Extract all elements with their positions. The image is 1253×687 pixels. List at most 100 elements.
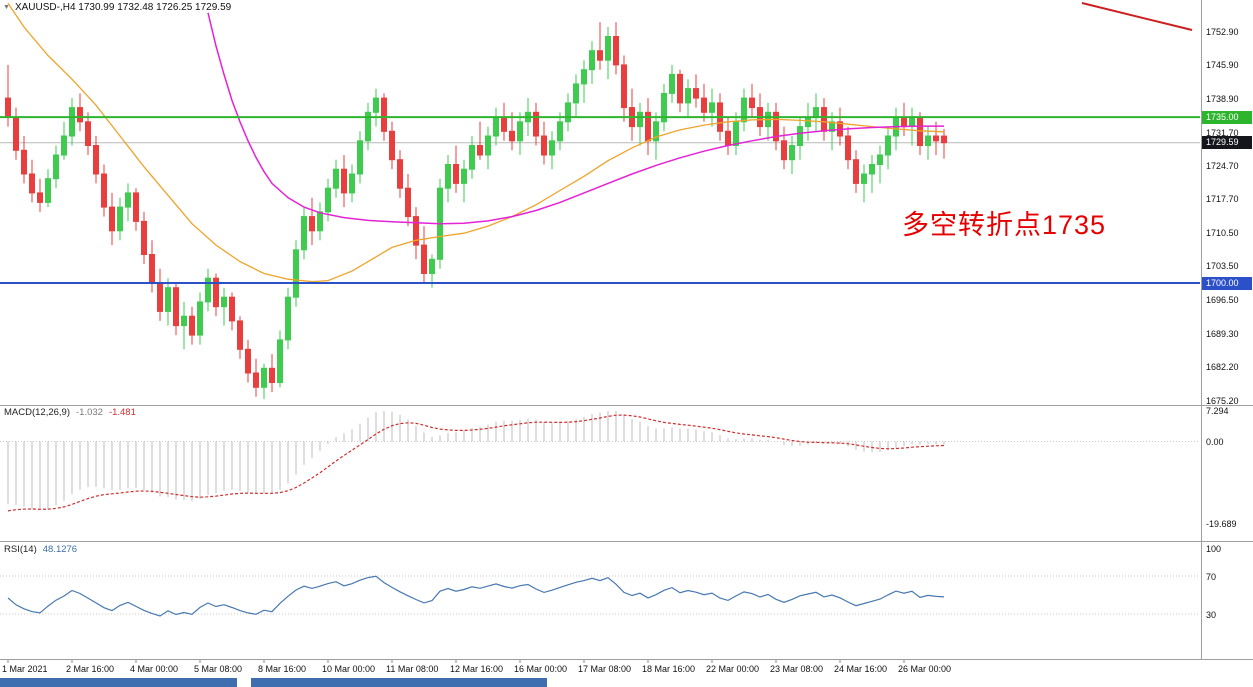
candle-body (165, 287, 171, 312)
rsi-axis-label: 70 (1206, 572, 1217, 582)
candle-body (365, 111, 371, 142)
taskbar-segment[interactable] (251, 678, 547, 687)
candle-body (117, 206, 123, 232)
candle-body (621, 64, 627, 109)
time-axis-label: 12 Mar 16:00 (450, 664, 504, 674)
candle-body (797, 126, 803, 146)
candle-body (533, 111, 539, 137)
time-axis-label: 26 Mar 00:00 (898, 664, 952, 674)
candle-body (317, 211, 323, 232)
candle-body (293, 249, 299, 298)
candle-body (741, 97, 747, 123)
macd-axis-label: 0.00 (1206, 436, 1224, 447)
time-axis-label: 17 Mar 08:00 (578, 664, 632, 674)
candle-body (725, 130, 731, 147)
taskbar-segment[interactable] (0, 678, 237, 687)
trendline[interactable] (1081, 2, 1193, 31)
candle-body (557, 121, 563, 142)
candle-body (269, 367, 275, 383)
candle-body (925, 135, 931, 146)
candle-body (709, 102, 715, 113)
candle-body (5, 97, 11, 118)
candle-body (397, 159, 403, 189)
candle-body (885, 135, 891, 156)
price-axis-label: 1682.20 (1206, 362, 1239, 373)
candle-body (573, 83, 579, 104)
candle-body (469, 145, 475, 170)
time-axis-label: 8 Mar 16:00 (258, 664, 307, 674)
candle-body (749, 97, 755, 109)
ma-fast-line (7, 2, 945, 283)
ma-slow-line (207, 12, 944, 225)
candle-body (733, 121, 739, 147)
candle-body (813, 107, 819, 118)
candle-body (141, 220, 147, 255)
candle-body (93, 145, 99, 175)
time-axis-label: 16 Mar 00:00 (514, 664, 568, 674)
rsi-line (7, 575, 945, 617)
candle-body (877, 154, 883, 165)
candle-body (453, 164, 459, 184)
candle-body (685, 88, 691, 104)
candle-body (405, 187, 411, 218)
candle-body (589, 50, 595, 71)
candle-body (581, 69, 587, 85)
candle-body (125, 192, 131, 208)
rsi-name: RSI(14) (4, 544, 37, 555)
price-axis-label: 1689.30 (1206, 328, 1239, 339)
candle-body (829, 121, 835, 132)
price-axis-label: 1738.90 (1206, 93, 1239, 104)
candle-body (37, 192, 43, 203)
candle-body (77, 107, 83, 123)
candle-body (869, 164, 875, 175)
candle-body (157, 282, 163, 312)
price-axis-label: 1745.90 (1206, 60, 1239, 71)
macd-indicator-label: MACD(12,26,9) -1.032 -1.481 (4, 407, 136, 418)
candle-body (349, 173, 355, 194)
candle-body (941, 135, 947, 144)
candle-body (245, 348, 251, 374)
price-axis-label: 1696.50 (1206, 294, 1239, 305)
price-axis-label: 1675.20 (1206, 395, 1239, 406)
candle-body (29, 173, 35, 194)
candle-body (133, 192, 139, 222)
candle-body (461, 168, 467, 184)
macd-axis-label: 7.294 (1206, 406, 1229, 416)
candle-body (485, 135, 491, 156)
symbol-dropdown-icon[interactable]: ▼ (3, 4, 10, 11)
candle-body (205, 277, 211, 303)
candle-body (149, 254, 155, 284)
candle-body (101, 173, 107, 208)
time-axis-label: 10 Mar 00:00 (322, 664, 376, 674)
price-axis-label: 1724.70 (1206, 160, 1239, 171)
candle-body (501, 116, 507, 132)
candle-body (309, 216, 315, 232)
candle-body (13, 116, 19, 151)
chart-annotation-text: 多空转折点1735 (902, 210, 1107, 240)
candle-body (197, 301, 203, 336)
candle-body (333, 168, 339, 189)
candle-body (341, 168, 347, 194)
chart-header: ▼ XAUUSD-,H4 1730.99 1732.48 1726.25 172… (3, 2, 231, 13)
candle-body (781, 140, 787, 161)
candle-body (237, 320, 243, 350)
candle-body (853, 159, 859, 184)
candle-body (605, 36, 611, 61)
chart-ohlc-header: XAUUSD-,H4 1730.99 1732.48 1726.25 1729.… (14, 2, 232, 13)
rsi-axis-label: 100 (1206, 543, 1222, 554)
time-axis-label: 5 Mar 08:00 (194, 664, 243, 674)
macd-main-value: -1.032 (76, 407, 103, 418)
candle-body (69, 107, 75, 137)
candle-body (493, 116, 499, 137)
candle-body (61, 135, 67, 156)
rsi-indicator-label: RSI(14) 48.1276 (4, 544, 77, 555)
candle-body (845, 135, 851, 161)
candle-body (181, 315, 187, 327)
candle-body (301, 216, 307, 251)
candle-body (85, 121, 91, 147)
candle-body (669, 73, 675, 94)
candle-body (413, 216, 419, 246)
price-badge-support: 1700.00 (1202, 276, 1252, 290)
